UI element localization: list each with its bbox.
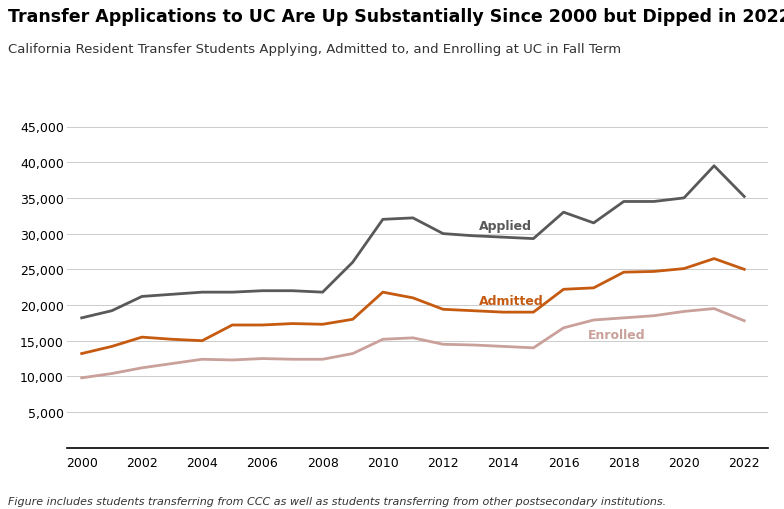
Text: Admitted: Admitted (479, 295, 544, 307)
Text: Figure includes students transferring from CCC as well as students transferring : Figure includes students transferring fr… (8, 496, 666, 506)
Text: Applied: Applied (479, 219, 532, 232)
Text: Transfer Applications to UC Are Up Substantially Since 2000 but Dipped in 2022: Transfer Applications to UC Are Up Subst… (8, 8, 784, 25)
Text: California Resident Transfer Students Applying, Admitted to, and Enrolling at UC: California Resident Transfer Students Ap… (8, 43, 621, 56)
Text: Enrolled: Enrolled (588, 329, 645, 342)
